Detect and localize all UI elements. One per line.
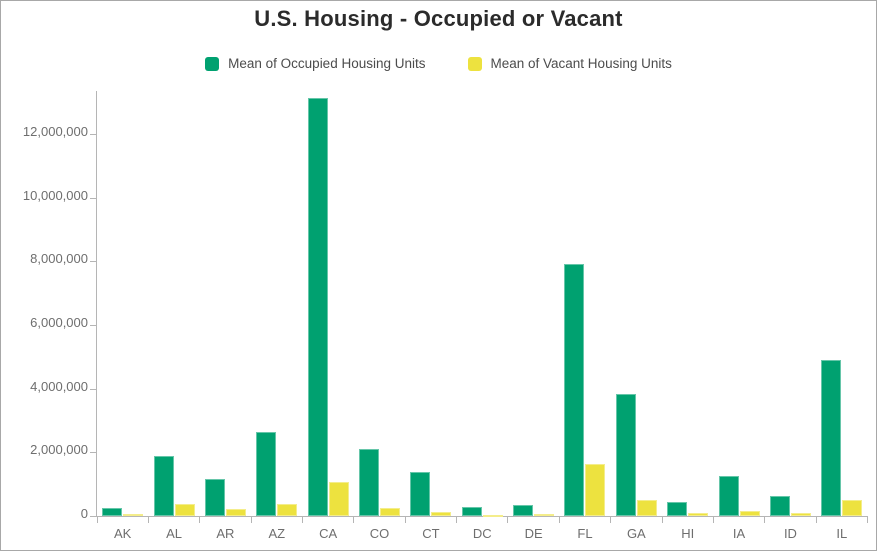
x-tick-label-ID: ID <box>783 526 797 541</box>
bar-occupied-GA[interactable] <box>615 394 636 516</box>
bar-occupied-AR[interactable] <box>204 479 225 516</box>
bar-vacant-GA[interactable] <box>636 500 657 516</box>
legend-item-occupied[interactable]: Mean of Occupied Housing Units <box>205 56 426 71</box>
x-axis <box>91 516 868 517</box>
y-tick-label: 4,000,000 <box>30 378 88 394</box>
bar-vacant-CT[interactable] <box>431 511 452 516</box>
x-tick <box>199 517 201 523</box>
y-tick <box>90 452 96 454</box>
y-tick <box>90 261 96 263</box>
x-tick <box>764 517 766 523</box>
x-tick <box>96 517 98 523</box>
bar-occupied-CO[interactable] <box>359 449 380 516</box>
x-tick-label-AR: AR <box>216 526 235 541</box>
x-tick-label-AL: AL <box>166 526 182 541</box>
x-tick <box>250 517 252 523</box>
x-tick <box>147 517 149 523</box>
bar-occupied-AK[interactable] <box>102 508 123 516</box>
x-tick <box>661 517 663 523</box>
y-tick <box>90 516 96 517</box>
bar-occupied-ID[interactable] <box>769 495 790 516</box>
bar-vacant-AL[interactable] <box>174 503 195 516</box>
legend-swatch-occupied-icon <box>205 56 220 71</box>
x-tick <box>456 517 458 523</box>
x-tick-label-HI: HI <box>681 526 695 541</box>
x-tick <box>558 517 560 523</box>
bar-occupied-AL[interactable] <box>153 456 174 516</box>
bar-vacant-CA[interactable] <box>328 481 349 516</box>
x-tick-label-GA: GA <box>626 526 646 541</box>
x-tick <box>353 517 355 523</box>
y-tick-label: 10,000,000 <box>22 187 88 203</box>
bar-vacant-HI[interactable] <box>688 513 709 516</box>
x-tick <box>301 517 303 523</box>
x-tick-label-IL: IL <box>836 526 848 541</box>
x-tick <box>610 517 612 523</box>
bar-occupied-AZ[interactable] <box>256 432 277 516</box>
x-tick-label-CA: CA <box>319 526 338 541</box>
bar-occupied-IL[interactable] <box>821 359 842 516</box>
y-tick-label: 2,000,000 <box>30 442 88 458</box>
legend-swatch-vacant-icon <box>467 56 482 71</box>
y-tick <box>90 133 96 135</box>
bar-vacant-ID[interactable] <box>790 512 811 516</box>
x-tick-label-CT: CT <box>422 526 440 541</box>
x-tick <box>712 517 714 523</box>
x-tick-label-DC: DC <box>472 526 492 541</box>
y-tick <box>90 388 96 390</box>
bar-occupied-DE[interactable] <box>513 504 534 516</box>
y-tick-label: 8,000,000 <box>30 251 88 267</box>
y-axis <box>96 91 97 516</box>
x-tick <box>507 517 509 523</box>
bar-vacant-CO[interactable] <box>380 508 401 516</box>
x-tick-label-AK: AK <box>114 526 132 541</box>
x-tick-label-AZ: AZ <box>268 526 286 541</box>
bar-vacant-IL[interactable] <box>842 500 863 516</box>
chart-title: U.S. Housing - Occupied or Vacant <box>254 6 623 31</box>
x-tick-label-IA: IA <box>732 526 746 541</box>
bar-vacant-IA[interactable] <box>739 511 760 516</box>
y-tick <box>90 324 96 326</box>
bar-vacant-AZ[interactable] <box>277 503 298 516</box>
bar-occupied-DC[interactable] <box>461 507 482 516</box>
bar-occupied-CT[interactable] <box>410 472 431 516</box>
bar-vacant-FL[interactable] <box>585 464 606 516</box>
x-tick-label-DE: DE <box>524 526 543 541</box>
x-tick <box>815 517 817 523</box>
bar-vacant-AK[interactable] <box>123 513 144 516</box>
y-tick-label: 12,000,000 <box>22 123 88 139</box>
bar-vacant-DE[interactable] <box>534 513 555 516</box>
legend-item-vacant[interactable]: Mean of Vacant Housing Units <box>467 56 672 71</box>
bar-occupied-CA[interactable] <box>307 98 328 516</box>
y-tick-label: 6,000,000 <box>30 314 88 330</box>
x-tick-label-FL: FL <box>577 526 593 541</box>
bar-occupied-FL[interactable] <box>564 263 585 516</box>
x-tick <box>404 517 406 523</box>
bar-occupied-HI[interactable] <box>667 501 688 516</box>
x-tick <box>867 517 868 523</box>
x-tick-label-CO: CO <box>369 526 390 541</box>
legend: Mean of Occupied Housing Units Mean of V… <box>1 56 876 71</box>
bar-vacant-AR[interactable] <box>225 509 246 516</box>
y-tick-label: 0 <box>80 506 88 521</box>
legend-label-vacant: Mean of Vacant Housing Units <box>490 56 672 71</box>
bar-occupied-IA[interactable] <box>718 475 739 516</box>
y-tick <box>90 197 96 199</box>
bar-vacant-DC[interactable] <box>482 514 503 517</box>
legend-label-occupied: Mean of Occupied Housing Units <box>228 56 426 71</box>
